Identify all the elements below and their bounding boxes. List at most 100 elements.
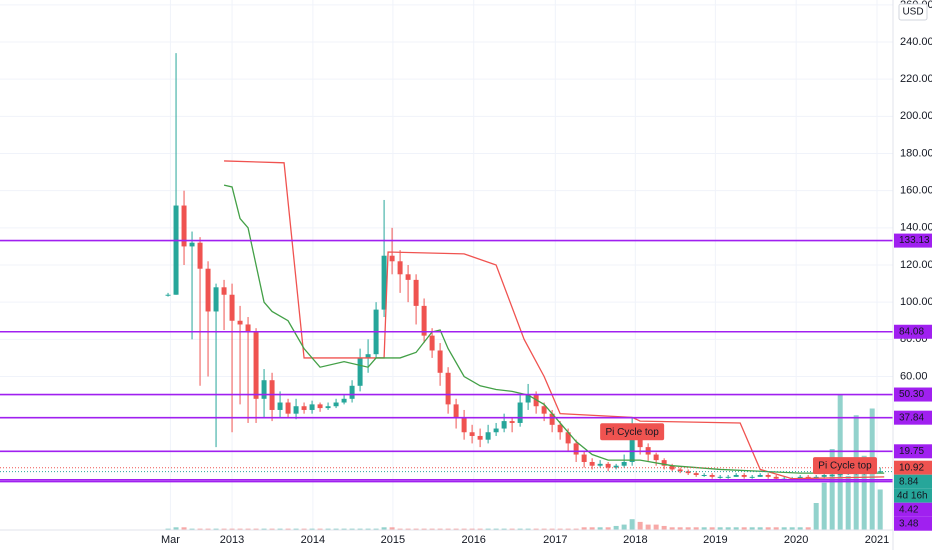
candle-body: [365, 354, 371, 358]
price-tag-bg: [894, 387, 932, 402]
price-tag-bg: [894, 410, 932, 425]
price-tag-label: 133.13: [899, 235, 930, 246]
candle-body: [717, 476, 723, 478]
candle-body: [453, 404, 459, 418]
volume-bar: [557, 528, 563, 530]
y-tick-label: 180.00: [900, 147, 932, 159]
candle-body: [261, 380, 267, 399]
volume-bar: [709, 527, 715, 530]
volume-bar: [877, 489, 883, 530]
volume-bar: [669, 527, 675, 530]
volume-bar: [469, 528, 475, 530]
volume-bar: [805, 527, 811, 530]
price-tag-label: 8.84: [899, 476, 919, 487]
candle-body: [677, 469, 683, 472]
volume-bar: [237, 528, 243, 530]
volume-bar: [165, 528, 171, 530]
volume-bar: [253, 528, 259, 530]
candle-body: [165, 294, 171, 296]
candle-body: [821, 474, 827, 477]
candle-body: [381, 255, 387, 310]
indicator-line: [224, 160, 885, 480]
volume-bar: [221, 528, 227, 530]
volume-bar: [293, 528, 299, 530]
price-tag-label: 37.84: [899, 412, 924, 423]
volume-bar: [229, 528, 235, 530]
volume-bar: [309, 528, 315, 530]
price-tag: 3.48: [894, 516, 932, 531]
candle-body: [397, 261, 403, 275]
candle-body: [797, 476, 803, 479]
annotation-bg: [812, 457, 877, 475]
candle-body: [413, 279, 419, 306]
price-tag-bg: [894, 474, 932, 489]
volume-bar: [317, 528, 323, 530]
candle-body: [661, 460, 667, 466]
candle-body: [309, 404, 315, 410]
candle-body: [181, 205, 187, 247]
volume-bar: [573, 528, 579, 530]
volume-bar: [605, 527, 611, 530]
candle-body: [189, 242, 195, 247]
volume-bar: [661, 525, 667, 530]
volume-bar: [701, 527, 707, 530]
candle-body: [477, 435, 483, 440]
volume-bar: [245, 528, 251, 530]
price-tag-bg: [894, 324, 932, 339]
x-tick-label: Mar: [161, 534, 180, 546]
candle-body: [525, 395, 531, 403]
volume-bar: [501, 528, 507, 530]
volume-bar: [493, 528, 499, 530]
candle-body: [325, 406, 331, 409]
volume-bar: [181, 527, 187, 530]
candle-body: [773, 476, 779, 479]
candle-body: [469, 432, 475, 436]
candle-body: [277, 402, 283, 410]
volume-bar: [509, 528, 515, 530]
volume-bar: [277, 528, 283, 530]
candle-body: [829, 474, 835, 476]
x-tick-label: 2021: [865, 534, 889, 546]
volume-bar: [797, 527, 803, 530]
price-tag: 50.30: [894, 387, 932, 402]
candle-body: [581, 454, 587, 462]
price-tag-label: 84.08: [899, 326, 924, 337]
y-tick-label: 100.00: [900, 296, 932, 308]
candle-body: [621, 461, 627, 466]
x-tick-label: 2014: [301, 534, 325, 546]
candle-body: [501, 421, 507, 429]
volume-bar: [373, 528, 379, 530]
countdown: 4d 16h: [897, 490, 928, 501]
volume-bar: [445, 528, 451, 530]
volume-bar: [813, 503, 819, 530]
price-tag: 8.84: [894, 474, 932, 489]
volume-bar: [197, 528, 203, 530]
candle-body: [405, 274, 411, 280]
volume-bar: [845, 476, 851, 530]
candle-body: [485, 432, 491, 440]
volume-bar: [437, 528, 443, 530]
currency: USD: [902, 7, 923, 18]
price-tag: 19.75: [894, 444, 932, 459]
volume-bar: [341, 528, 347, 530]
volume-bar: [485, 528, 491, 530]
volume-bar: [773, 527, 779, 530]
volume-bar: [565, 528, 571, 530]
x-tick-label: 2013: [220, 534, 244, 546]
y-tick-label: 160.00: [900, 185, 932, 197]
price-tag-label: 10.92: [899, 462, 924, 473]
candle-body: [533, 395, 539, 407]
volume-bar: [589, 527, 595, 530]
volume-bar: [421, 528, 427, 530]
candle-body: [517, 402, 523, 423]
volume-bar: [453, 528, 459, 530]
y-tick-label: 60.00: [900, 370, 928, 382]
candle-body: [589, 461, 595, 466]
candle-body: [541, 406, 547, 414]
volume-bar: [693, 527, 699, 530]
volume-bar: [733, 527, 739, 530]
volume-bar: [389, 527, 395, 530]
volume-bar: [525, 528, 531, 530]
volume-bar: [213, 528, 219, 530]
